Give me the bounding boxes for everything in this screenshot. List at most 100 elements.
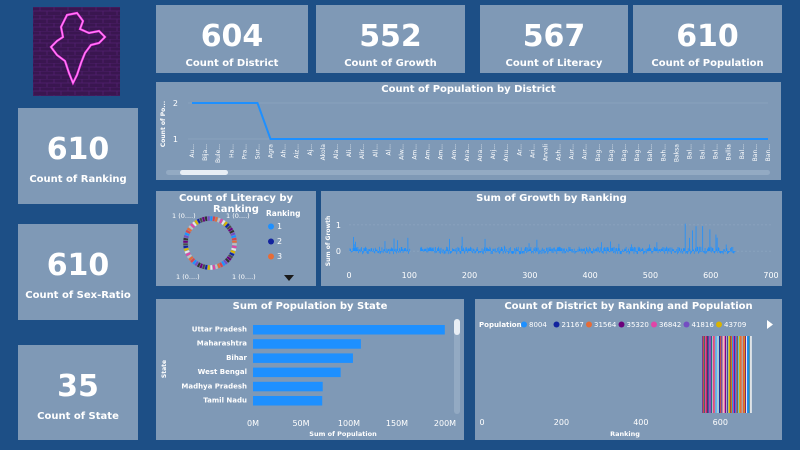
- x-tick-label: 200M: [434, 419, 456, 428]
- growth-bar: [639, 248, 641, 252]
- growth-bar: [623, 251, 625, 252]
- x-tick-label: Ballia: [726, 144, 733, 161]
- growth-bar: [428, 248, 430, 252]
- population-by-district-panel[interactable]: Count of Population by District Count of…: [156, 82, 781, 180]
- growth-bar: [658, 249, 660, 252]
- growth-bar: [352, 248, 354, 252]
- kpi-card-sex-ratio[interactable]: 610 Count of Sex-Ratio: [18, 224, 138, 320]
- population-by-state-panel[interactable]: Sum of Population by State State Uttar Pr…: [156, 299, 464, 440]
- growth-bar: [540, 251, 542, 255]
- y-tick-label: 1: [336, 221, 341, 230]
- district-bar: [719, 336, 722, 413]
- growth-bar: [476, 248, 478, 252]
- growth-bar: [392, 249, 394, 252]
- kpi-label: Count of Population: [651, 58, 764, 69]
- growth-bar: [522, 251, 524, 254]
- growth-bar: [565, 251, 567, 253]
- donut-slice: [231, 239, 238, 244]
- growth-bar: [396, 251, 397, 254]
- growth-bar: [360, 248, 362, 252]
- category-label: Bihar: [226, 354, 247, 362]
- growth-bar: [716, 237, 718, 252]
- growth-bar: [653, 248, 655, 252]
- growth-bar: [587, 251, 588, 253]
- growth-bar: [477, 249, 479, 252]
- growth-bar: [630, 248, 632, 252]
- growth-bar: [721, 251, 723, 252]
- growth-bar: [585, 251, 587, 254]
- literacy-by-ranking-panel[interactable]: Count of Literacy by Ranking 1 (0....) 1 …: [156, 191, 316, 286]
- x-tick-label: Am...: [451, 144, 458, 160]
- district-bar: [726, 336, 728, 413]
- growth-bar: [470, 246, 471, 252]
- x-tick-label: Bah...: [647, 144, 654, 161]
- x-tick-label: Ala...: [333, 144, 340, 159]
- growth-bar: [703, 251, 705, 252]
- growth-bar: [632, 248, 634, 252]
- growth-bar: [644, 251, 646, 254]
- kpi-card-ranking[interactable]: 610 Count of Ranking: [18, 108, 138, 204]
- growth-bar: [559, 247, 561, 252]
- x-tick-label: 200: [462, 271, 477, 280]
- x-tick-label: Ah...: [281, 144, 288, 158]
- district-bar: [734, 336, 736, 413]
- growth-bar: [584, 248, 585, 252]
- growth-bar: [373, 248, 374, 252]
- growth-bar: [537, 247, 539, 252]
- growth-bar: [659, 249, 661, 252]
- growth-bar: [544, 251, 546, 253]
- growth-bar: [568, 246, 570, 252]
- x-tick-label: 200: [554, 418, 569, 427]
- kpi-card-growth[interactable]: 552 Count of Growth: [316, 5, 465, 73]
- kpi-card-population[interactable]: 610 Count of Population: [633, 5, 782, 73]
- growth-bar: [441, 251, 443, 252]
- growth-bar: [549, 248, 550, 252]
- growth-bar: [713, 251, 715, 253]
- growth-bar: [531, 251, 533, 252]
- legend-marker: [683, 321, 690, 328]
- growth-bar: [470, 247, 472, 252]
- donut-slice: [209, 264, 214, 271]
- growth-bar: [455, 247, 457, 252]
- x-tick-label: Anj...: [490, 144, 497, 159]
- district-bar: [725, 336, 727, 413]
- x-tick-label: Bag...: [608, 144, 615, 161]
- growth-bar: [618, 243, 620, 252]
- growth-bar: [575, 251, 576, 253]
- growth-bar: [368, 249, 370, 252]
- district-by-ranking-population-panel[interactable]: Count of District by Ranking and Populat…: [475, 299, 782, 440]
- growth-bar: [471, 251, 473, 254]
- growth-bar: [631, 244, 632, 252]
- growth-bar: [389, 251, 391, 254]
- growth-bar: [566, 248, 567, 252]
- growth-bar: [404, 248, 406, 252]
- donut-slice: [182, 242, 189, 247]
- growth-bar: [511, 251, 512, 254]
- district-bar: [743, 336, 745, 413]
- growth-bar: [382, 251, 383, 252]
- growth-bar: [493, 249, 494, 252]
- growth-bar: [499, 251, 501, 253]
- growth-bar: [400, 251, 402, 253]
- growth-bar: [560, 247, 561, 252]
- growth-bar: [725, 251, 726, 252]
- kpi-card-district[interactable]: 604 Count of District: [156, 5, 308, 73]
- growth-bar: [563, 251, 565, 254]
- district-bar: [717, 336, 719, 413]
- growth-bar: [453, 249, 455, 252]
- district-bar: [713, 336, 715, 413]
- growth-bar: [514, 248, 516, 252]
- growth-by-ranking-panel[interactable]: Sum of Growth by Ranking Sum of Growth 1 0…: [321, 191, 782, 286]
- growth-bar: [426, 247, 428, 252]
- kpi-card-literacy[interactable]: 567 Count of Literacy: [480, 5, 628, 73]
- district-bar: [703, 336, 705, 413]
- growth-bar: [626, 251, 628, 254]
- growth-bar: [572, 251, 574, 253]
- growth-bar: [681, 251, 683, 252]
- growth-bar: [538, 251, 540, 255]
- growth-bar: [606, 247, 608, 252]
- growth-bar: [665, 247, 667, 252]
- kpi-card-state[interactable]: 35 Count of State: [18, 345, 138, 440]
- growth-bar: [660, 251, 661, 253]
- district-bar: [720, 336, 722, 413]
